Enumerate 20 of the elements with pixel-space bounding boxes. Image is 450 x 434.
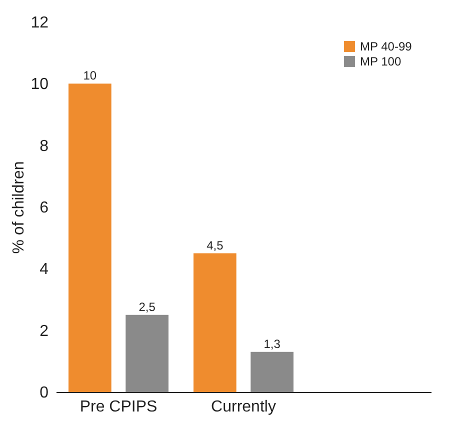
bar — [126, 314, 168, 392]
y-tick-label: 6 — [40, 200, 49, 216]
y-tick-label: 12 — [30, 14, 49, 32]
data-label: 2,5 — [138, 300, 156, 314]
bar — [250, 352, 294, 392]
x-tick-label: Pre CPIPS — [80, 398, 158, 416]
x-tick-label: Currently — [211, 398, 276, 416]
data-label: 4,5 — [206, 238, 224, 252]
bar — [194, 253, 236, 392]
legend-label: MP 40-99 — [360, 40, 412, 54]
data-label: 10 — [83, 68, 97, 83]
y-tick-label: 4 — [40, 261, 49, 278]
y-tick-label: 8 — [40, 138, 49, 155]
bar — [68, 84, 112, 392]
y-tick-label: 10 — [30, 76, 49, 94]
legend-label: MP 100 — [360, 54, 402, 68]
data-label: 1,3 — [264, 336, 281, 351]
y-tick-label: 0 — [40, 384, 49, 402]
y-axis-title: % of children — [10, 161, 28, 254]
y-tick-label: 2 — [40, 322, 49, 340]
